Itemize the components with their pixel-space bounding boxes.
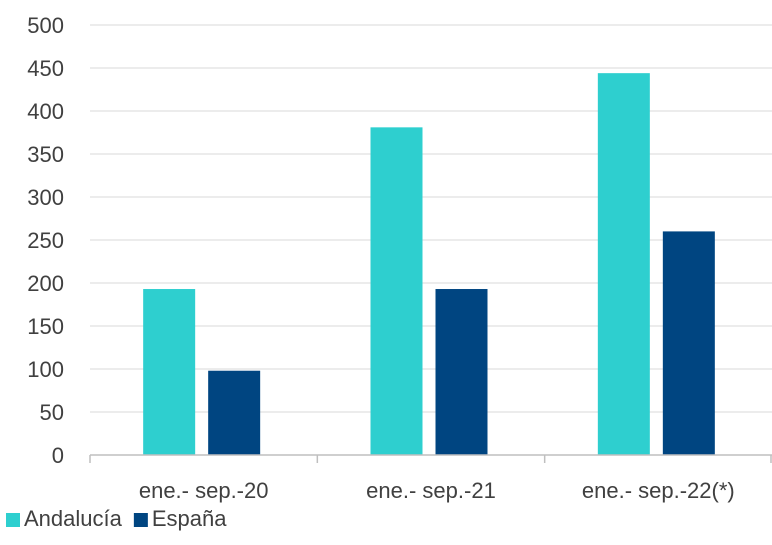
y-tick-label: 150 <box>27 314 64 339</box>
y-tick-label: 450 <box>27 56 64 81</box>
legend-label: Andalucía <box>24 506 123 531</box>
x-axis-ticks: ene.- sep.-20 ene.- sep.-21 ene.- sep.-22(… <box>139 478 735 503</box>
x-tick-label: ene.- sep.-21 <box>366 478 496 503</box>
y-tick-label: 100 <box>27 357 64 382</box>
gridlines <box>90 24 772 413</box>
y-tick-label: 500 <box>27 13 64 38</box>
bar-andaluca-2 <box>370 127 423 455</box>
y-tick-label: 50 <box>40 400 64 425</box>
y-tick-label: 300 <box>27 185 64 210</box>
legend-label: España <box>152 506 227 531</box>
y-tick-label: 350 <box>27 142 64 167</box>
y-tick-label: 250 <box>27 228 64 253</box>
bars <box>143 73 715 455</box>
legend-swatch <box>133 513 148 527</box>
y-tick-label: 200 <box>27 271 64 296</box>
y-axis-ticks: 0 50 100 150 200 250 300 350 400 450 500 <box>27 13 64 468</box>
bar-espaa-3 <box>662 231 715 455</box>
bar-espaa-1 <box>208 370 261 455</box>
legend: Andalucía España <box>6 506 227 531</box>
legend-swatch <box>6 513 20 527</box>
x-tick-label: ene.- sep.-22(*) <box>582 478 735 503</box>
x-tick-label: ene.- sep.-20 <box>139 478 269 503</box>
bar-andaluca-3 <box>597 73 650 455</box>
x-axis <box>89 454 772 463</box>
bar-andaluca-1 <box>143 289 196 455</box>
bar-espaa-2 <box>435 289 488 455</box>
y-tick-label: 0 <box>52 443 64 468</box>
y-tick-label: 400 <box>27 99 64 124</box>
